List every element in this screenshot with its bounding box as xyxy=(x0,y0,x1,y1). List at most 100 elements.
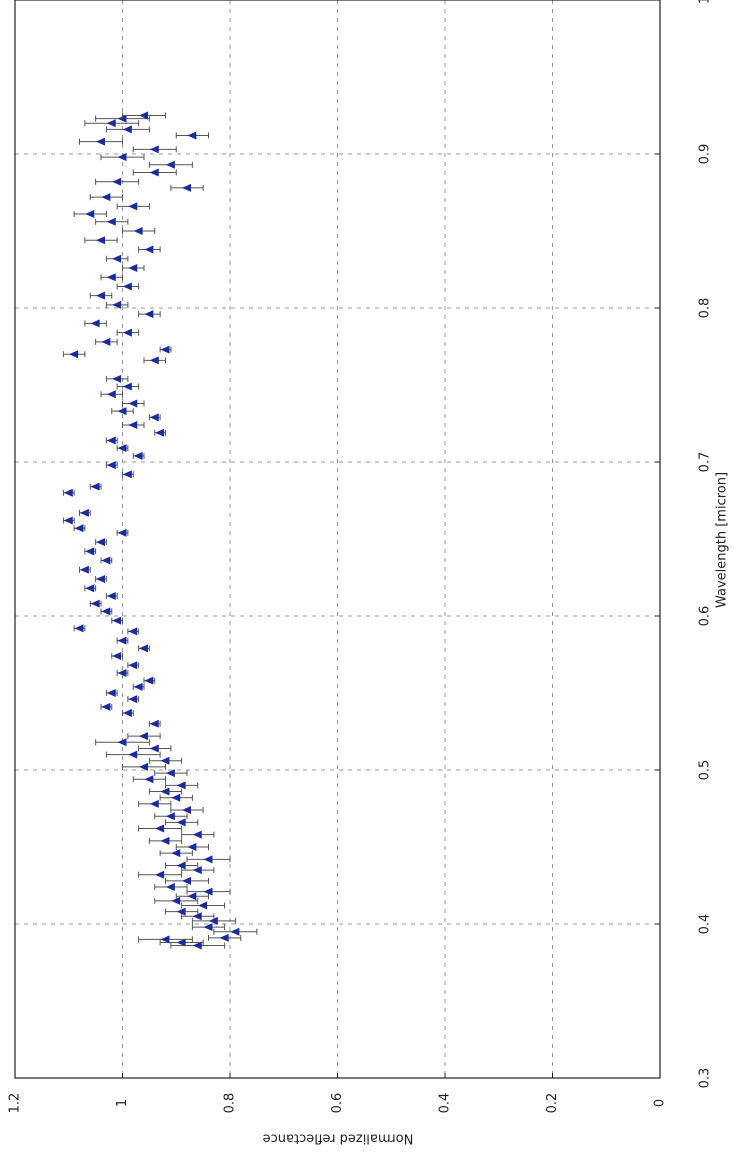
data-point xyxy=(117,668,127,677)
data-point xyxy=(106,273,116,282)
x-tick-label: 1 xyxy=(698,0,713,4)
data-point xyxy=(96,137,105,146)
data-point xyxy=(106,689,116,697)
y-axis-label: Normalized reflectance xyxy=(263,1131,414,1146)
data-point xyxy=(122,125,132,134)
data-point xyxy=(128,399,138,408)
data-point xyxy=(106,461,116,470)
data-point xyxy=(128,627,138,636)
data-point xyxy=(155,824,165,833)
data-point xyxy=(128,202,138,211)
x-tick-label: 0.5 xyxy=(698,760,713,781)
data-point xyxy=(176,907,186,916)
data-point xyxy=(69,350,79,359)
data-point xyxy=(176,938,186,947)
data-point xyxy=(133,682,143,691)
data-point xyxy=(203,855,213,864)
data-point xyxy=(90,482,100,491)
data-point xyxy=(106,390,116,399)
y-tick-label: 1 xyxy=(115,1099,130,1107)
data-point xyxy=(133,227,143,235)
data-point xyxy=(160,935,170,944)
data-point xyxy=(144,775,154,784)
data-point xyxy=(117,528,127,537)
data-point xyxy=(85,210,95,219)
data-point xyxy=(219,933,229,942)
data-point xyxy=(171,896,181,905)
data-point xyxy=(144,310,154,319)
data-point xyxy=(139,111,148,120)
data-point xyxy=(182,183,191,192)
data-point xyxy=(165,769,175,778)
data-point xyxy=(160,345,170,354)
data-point xyxy=(122,382,132,391)
data-point xyxy=(122,328,132,337)
y-tick-label: 0 xyxy=(653,1099,668,1107)
y-tick-label: 1.2 xyxy=(8,1093,23,1114)
data-point xyxy=(160,787,170,796)
data-point xyxy=(96,236,105,245)
data-point xyxy=(187,843,197,851)
data-point xyxy=(85,584,95,593)
data-point xyxy=(101,337,111,346)
data-point xyxy=(165,160,175,169)
data-point xyxy=(176,781,186,790)
x-tick-label: 0.3 xyxy=(698,1068,713,1089)
data-point xyxy=(96,291,105,300)
data-point xyxy=(117,153,127,162)
x-tick-label: 0.9 xyxy=(698,144,713,165)
data-point xyxy=(128,695,138,704)
data-point xyxy=(112,616,122,625)
data-point xyxy=(139,644,148,653)
data-point xyxy=(106,591,116,600)
x-tick-label: 0.4 xyxy=(698,914,713,935)
data-point xyxy=(208,916,218,925)
data-point xyxy=(74,624,84,633)
data-point xyxy=(155,870,165,879)
data-point xyxy=(176,818,186,827)
data-point xyxy=(128,661,138,670)
y-tick-label: 0.8 xyxy=(223,1093,238,1114)
data-point xyxy=(112,300,122,309)
data-point xyxy=(90,319,100,328)
data-point xyxy=(117,636,127,645)
data-point xyxy=(117,444,127,453)
data-point xyxy=(139,762,148,771)
data-point xyxy=(112,374,122,383)
data-point xyxy=(160,836,170,845)
data-point xyxy=(128,263,138,272)
data-point xyxy=(149,799,159,808)
y-tick-label: 0.4 xyxy=(438,1093,453,1114)
data-point xyxy=(96,538,105,547)
data-point xyxy=(101,556,111,565)
data-point xyxy=(128,421,138,430)
data-point xyxy=(79,508,89,517)
data-point xyxy=(133,451,143,460)
data-point xyxy=(63,488,73,497)
data-point xyxy=(165,883,175,892)
data-point xyxy=(171,793,181,802)
data-point xyxy=(160,756,170,765)
data-point xyxy=(187,131,197,140)
data-point xyxy=(149,356,159,365)
data-point xyxy=(187,892,197,901)
data-point xyxy=(149,168,159,177)
data-point xyxy=(144,245,154,254)
data-point xyxy=(144,676,154,685)
data-point xyxy=(117,114,127,123)
data-point xyxy=(101,702,111,711)
data-point xyxy=(176,861,186,870)
data-point xyxy=(112,177,122,186)
data-point xyxy=(117,738,127,747)
data-point xyxy=(171,849,181,858)
data-point xyxy=(122,470,132,479)
data-point xyxy=(182,806,191,815)
data-point xyxy=(192,866,202,875)
data-point xyxy=(128,750,138,759)
data-point xyxy=(112,254,122,263)
data-point xyxy=(85,547,95,556)
y-tick-label: 0.6 xyxy=(330,1093,345,1114)
data-point xyxy=(74,524,84,533)
data-point xyxy=(203,887,213,896)
